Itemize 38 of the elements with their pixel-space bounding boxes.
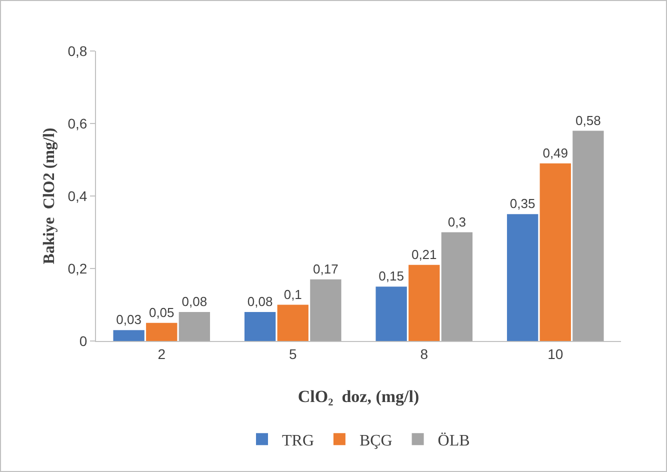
data-label: 0,3 [448, 214, 466, 230]
data-label: 0,08 [247, 294, 273, 309]
y-axis-title: Bakiye ClO2 (mg/l) [41, 128, 58, 264]
bar [178, 312, 210, 341]
y-tick-label: 0,2 [68, 260, 88, 276]
legend-label: BÇG [359, 432, 393, 450]
data-label: 0,05 [148, 304, 174, 320]
data-label: 0,15 [378, 268, 404, 284]
bar [572, 130, 604, 341]
bar [310, 279, 342, 341]
data-label: 0,08 [182, 294, 208, 309]
data-label: 0,35 [510, 196, 536, 212]
bar [113, 330, 144, 341]
bar [244, 312, 276, 341]
x-tick-label: 2 [158, 346, 166, 362]
y-tick-label: 0,6 [68, 115, 88, 132]
data-label: 0,17 [313, 261, 338, 276]
x-tick-label: 8 [420, 346, 428, 362]
data-label: 0,49 [542, 145, 568, 160]
data-label: 0,58 [576, 112, 601, 128]
x-tick-label: 10 [548, 346, 564, 362]
bar [506, 214, 538, 341]
x-tick-label: 5 [288, 346, 297, 362]
bar [146, 322, 178, 341]
bar [376, 286, 407, 341]
data-label: 0,03 [116, 312, 142, 328]
bar [540, 163, 571, 341]
legend-label: TRG [282, 432, 314, 450]
data-label: 0,21 [411, 246, 437, 262]
bar [441, 232, 473, 341]
y-tick-label: 0,8 [68, 42, 88, 59]
x-axis-title: ClO₂ doz, (mg/l) [298, 387, 420, 406]
bar [277, 304, 308, 341]
y-tick-label: 0,4 [68, 188, 88, 204]
y-tick-label: 0 [79, 332, 88, 349]
bar [408, 264, 440, 341]
data-label: 0,1 [284, 286, 302, 302]
legend-label: ÖLB [438, 432, 470, 450]
